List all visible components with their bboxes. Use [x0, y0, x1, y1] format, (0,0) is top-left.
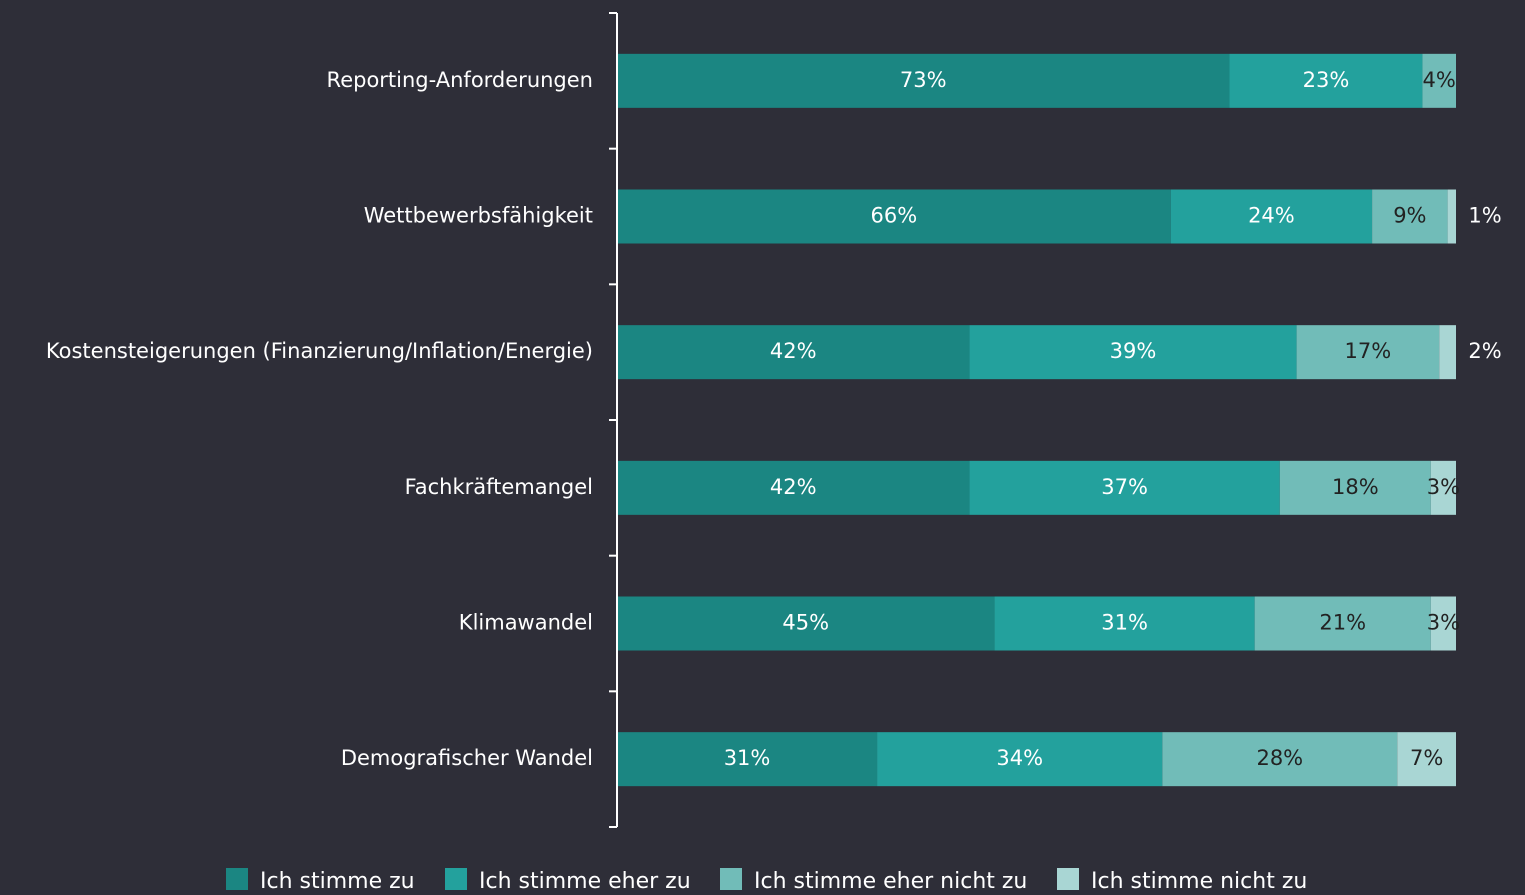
- value-label: 1%: [1468, 204, 1501, 228]
- category-label: Demografischer Wandel: [341, 746, 593, 770]
- value-label: 7%: [1410, 746, 1443, 770]
- legend-label: Ich stimme eher nicht zu: [754, 869, 1027, 894]
- bar-segment: [1296, 325, 1440, 380]
- legend-swatch: [720, 868, 742, 890]
- legend-label: Ich stimme zu: [260, 869, 415, 894]
- bar-segment: [1430, 460, 1456, 515]
- bar-segment: [1422, 53, 1456, 108]
- value-label: 73%: [900, 68, 947, 92]
- value-label: 39%: [1110, 339, 1157, 363]
- bar-segment: [969, 325, 1297, 380]
- bar-segment: [617, 325, 970, 380]
- value-label: 28%: [1256, 746, 1303, 770]
- bar-segment: [1279, 460, 1431, 515]
- value-label: 31%: [724, 746, 771, 770]
- bar-segment: [617, 596, 995, 651]
- value-label: 3%: [1427, 475, 1460, 499]
- category-label: Reporting-Anforderungen: [327, 68, 593, 92]
- bar-segment: [617, 53, 1230, 108]
- bar-segment: [1397, 732, 1456, 787]
- value-label: 18%: [1332, 475, 1379, 499]
- value-label: 34%: [996, 746, 1043, 770]
- value-label: 2%: [1468, 339, 1501, 363]
- value-label: 42%: [770, 339, 817, 363]
- legend-swatch: [445, 868, 467, 890]
- value-label: 23%: [1303, 68, 1350, 92]
- value-label: 45%: [782, 611, 829, 635]
- category-label: Fachkräftemangel: [405, 475, 593, 499]
- legend-swatch: [226, 868, 248, 890]
- bar-segment: [1430, 596, 1456, 651]
- legend-label: Ich stimme nicht zu: [1091, 869, 1307, 894]
- bar-segment: [994, 596, 1255, 651]
- legend-label: Ich stimme eher zu: [479, 869, 691, 894]
- bar-segment: [969, 460, 1280, 515]
- value-label: 4%: [1423, 68, 1456, 92]
- value-label: 24%: [1248, 204, 1295, 228]
- bar-segment: [617, 189, 1171, 244]
- bar-segment: [1254, 596, 1431, 651]
- bar-segment: [1439, 325, 1456, 380]
- value-label: 31%: [1101, 611, 1148, 635]
- bar-segment: [1372, 189, 1448, 244]
- value-label: 66%: [871, 204, 918, 228]
- bar-segment: [1162, 732, 1398, 787]
- value-label: 37%: [1101, 475, 1148, 499]
- value-label: 42%: [770, 475, 817, 499]
- category-label: Klimawandel: [459, 611, 593, 635]
- bar-segment: [1229, 53, 1423, 108]
- value-label: 9%: [1393, 204, 1426, 228]
- bar-segment: [1170, 189, 1373, 244]
- category-label: Wettbewerbsfähigkeit: [364, 204, 593, 228]
- legend-swatch: [1057, 868, 1079, 890]
- bar-segment: [617, 460, 970, 515]
- value-label: 3%: [1427, 611, 1460, 635]
- category-label: Kostensteigerungen (Finanzierung/Inflati…: [46, 339, 593, 363]
- bar-segment: [1447, 189, 1456, 244]
- value-label: 17%: [1345, 339, 1392, 363]
- bar-segment: [877, 732, 1163, 787]
- value-label: 21%: [1319, 611, 1366, 635]
- bar-segment: [617, 732, 878, 787]
